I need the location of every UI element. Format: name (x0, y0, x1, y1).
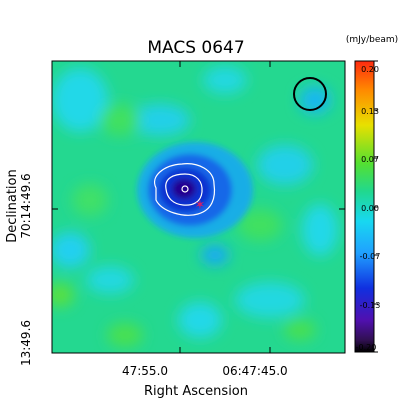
blue-patch (201, 245, 229, 265)
contour-middle (165, 173, 203, 206)
heatmap-image: ✶ (52, 61, 345, 353)
green-patch (238, 209, 282, 241)
y-tick-label: 70:14:49.6 (19, 173, 33, 238)
green-patch (72, 184, 108, 216)
green-patch (107, 323, 143, 347)
beam-circle (293, 77, 327, 111)
cyan-patch (86, 266, 134, 294)
cyan-patch (257, 145, 313, 185)
colorbar-tick-label: 0.13 (361, 107, 379, 116)
x-tick-label: 06:47:45.0 (222, 364, 287, 378)
cyan-patch (130, 104, 190, 136)
chart-title: MACS 0647 (147, 38, 244, 58)
star-marker: ✶ (195, 198, 206, 213)
sz-decrement-core (172, 179, 196, 199)
cyan-patch (302, 204, 338, 256)
colorbar-ticks (374, 60, 378, 353)
colorbar-tick-label: 0.20 (361, 65, 379, 74)
contour-inner (181, 185, 189, 193)
colorbar-tick-label: -0.07 (360, 252, 381, 261)
cyan-patch (235, 282, 305, 318)
cyan-patch (52, 68, 108, 132)
y-axis-label: Declination (5, 169, 20, 243)
colorbar-tick-label: -0.20 (356, 343, 377, 352)
cyan-patch (52, 232, 90, 268)
colorbar-unit-label: (mJy/beam) (346, 35, 398, 45)
green-patch (100, 104, 140, 136)
green-patch (52, 283, 74, 307)
colorbar-tick-label: 0.00 (361, 204, 379, 213)
blue-patch (299, 86, 331, 114)
colorbar-tick-label: 0.07 (361, 155, 379, 164)
colorbar-tick-label: -0.13 (360, 301, 381, 310)
y-tick-label: 13:49.6 (19, 320, 33, 366)
plot-frame (51, 60, 346, 354)
cyan-patch (178, 302, 222, 338)
cyan-patch (203, 66, 247, 94)
x-axis-label: Right Ascension (144, 384, 248, 399)
x-tick-label: 47:55.0 (122, 364, 168, 378)
green-patch (284, 320, 316, 340)
contour-outer (154, 163, 216, 216)
